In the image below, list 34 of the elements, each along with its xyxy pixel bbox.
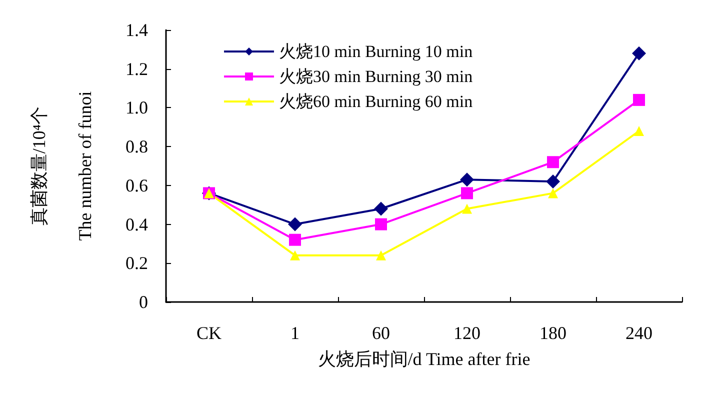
point (462, 204, 472, 214)
point (460, 172, 474, 187)
y-tick-label: 0.2 (126, 253, 148, 274)
y-tick-label: 0 (139, 292, 148, 312)
legend-label: 火烧10 min Burning 10 min (279, 42, 474, 61)
point (634, 126, 644, 136)
y-tick-label: 0.8 (126, 136, 148, 157)
y-tick-label: 0.4 (126, 214, 148, 234)
y-tick-label: 1.0 (126, 98, 148, 118)
y-tick-label: 1.2 (126, 58, 148, 79)
point (546, 174, 560, 189)
x-tick-label: CK (196, 323, 222, 343)
point (288, 217, 302, 232)
point (375, 218, 387, 230)
point (547, 156, 559, 168)
y-tick-label: 1.4 (126, 20, 148, 40)
point (633, 94, 645, 106)
point (632, 46, 646, 60)
text: 真菌数量/10⁴个 The number of funoi (29, 91, 95, 241)
x-tick-label: 240 (626, 323, 652, 343)
point (289, 234, 301, 246)
x-tick-label: 180 (540, 323, 566, 343)
point (290, 250, 300, 260)
y-tick-label: 0.6 (126, 175, 148, 196)
point (374, 202, 388, 216)
x-tick-label: 120 (454, 323, 480, 343)
x-tick-label: 1 (290, 323, 300, 343)
point (548, 188, 558, 198)
x-axis-title: 火烧后时间/d Time after frie (318, 349, 530, 369)
legend-label: 火烧60 min Burning 60 min (279, 92, 474, 111)
legend-label: 火烧30 min Burning 30 min (279, 67, 474, 86)
point (461, 187, 473, 200)
point (376, 250, 386, 260)
x-tick-label: 60 (372, 323, 390, 343)
